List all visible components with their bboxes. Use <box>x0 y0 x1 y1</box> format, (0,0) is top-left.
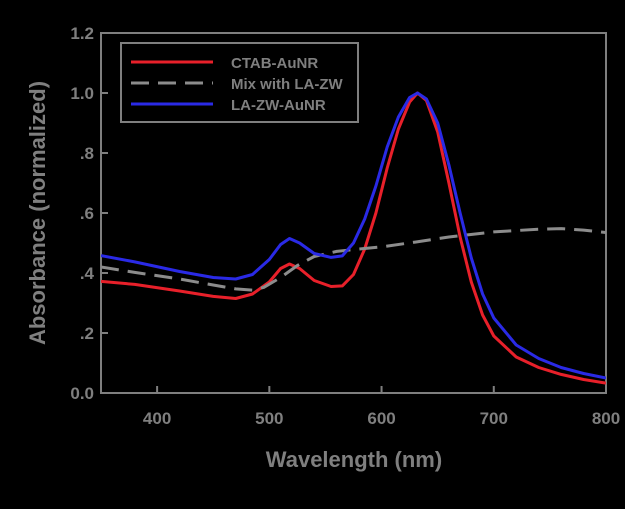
legend-label: CTAB-AuNR <box>231 55 318 72</box>
legend-label: Mix with LA-ZW <box>231 76 343 93</box>
y-tick-label: 1.2 <box>70 24 94 43</box>
legend-label: LA-ZW-AuNR <box>231 97 326 114</box>
series-line-la-zw-aunr <box>101 91 606 380</box>
series-line-mix-with-la-zw <box>101 227 606 292</box>
x-tick-label: 400 <box>143 409 171 428</box>
y-tick-label: .4 <box>80 264 95 283</box>
x-tick-label: 800 <box>592 409 620 428</box>
x-tick-label: 600 <box>367 409 395 428</box>
series-line-ctab-aunr <box>101 91 606 385</box>
y-tick-label: .2 <box>80 324 94 343</box>
y-tick-label: .8 <box>80 144 94 163</box>
y-tick-label: .6 <box>80 204 94 223</box>
plot-area: 400 500 600 700 800 0.0 .2 .4 .6 .8 1.0 1.2 CTAB-AuN… <box>70 24 620 428</box>
y-axis-label: Absorbance (normalized) <box>25 81 50 345</box>
x-tick-label: 700 <box>480 409 508 428</box>
y-tick-label: 0.0 <box>70 384 94 403</box>
x-axis-label: Wavelength (nm) <box>266 447 442 472</box>
x-tick-label: 500 <box>255 409 283 428</box>
y-tick-label: 1.0 <box>70 84 94 103</box>
